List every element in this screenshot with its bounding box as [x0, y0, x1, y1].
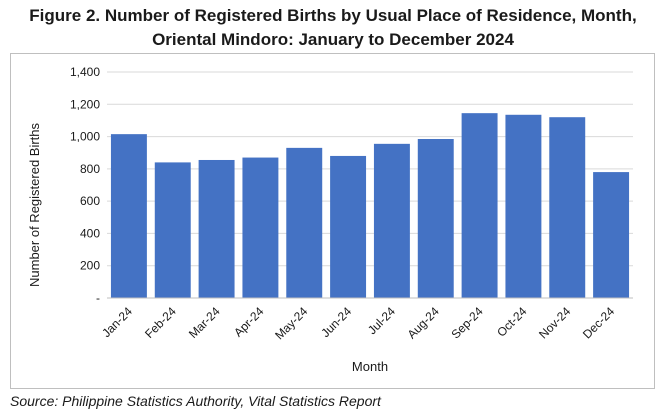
bar-nov-24 — [549, 117, 586, 298]
bar-sep-24 — [461, 113, 498, 298]
y-tick-label: - — [96, 291, 100, 305]
x-tick-label: Sep-24 — [448, 304, 485, 341]
y-axis-title: Number of Registered Births — [27, 122, 42, 287]
x-tick-label: Nov-24 — [536, 304, 573, 341]
chart-frame: - 200 400 600 800 1,000 1,200 1,400 Jan-24 Feb-2… — [10, 53, 655, 389]
chart-title-line-2: Oriental Mindoro: January to December 20… — [152, 30, 514, 49]
y-tick-label: 1,000 — [70, 130, 100, 144]
chart-title: Figure 2. Number of Registered Births by… — [0, 4, 666, 52]
bar-aug-24 — [417, 138, 454, 298]
y-tick-label: 600 — [80, 194, 100, 208]
chart-title-line-1: Figure 2. Number of Registered Births by… — [29, 6, 637, 25]
source-note: Source: Philippine Statistics Authority,… — [10, 393, 381, 409]
y-tick-label: 400 — [80, 226, 100, 240]
x-tick-label: Jan-24 — [99, 304, 135, 340]
x-axis-title: Month — [352, 359, 388, 374]
x-tick-label: Mar-24 — [186, 304, 223, 341]
x-tick-label: Jun-24 — [318, 304, 354, 340]
x-tick-label: May-24 — [272, 304, 310, 342]
bar-oct-24 — [505, 114, 542, 299]
x-tick-label: Dec-24 — [580, 304, 617, 341]
bar-may-24 — [286, 147, 323, 298]
bar-jun-24 — [330, 155, 367, 298]
bar-chart: - 200 400 600 800 1,000 1,200 1,400 Jan-24 Feb-2… — [27, 65, 633, 374]
x-tick-label: Feb-24 — [142, 304, 179, 341]
bar-jan-24 — [110, 134, 147, 298]
bar-mar-24 — [198, 159, 235, 298]
y-tick-label: 1,400 — [70, 65, 100, 79]
x-tick-label: Apr-24 — [231, 304, 267, 340]
bar-apr-24 — [242, 157, 279, 298]
y-tick-label: 1,200 — [70, 97, 100, 111]
x-tick-label: Oct-24 — [494, 304, 530, 340]
bar-feb-24 — [154, 162, 191, 298]
bar-jul-24 — [373, 143, 410, 298]
y-tick-label: 200 — [80, 259, 100, 273]
x-tick-label: Aug-24 — [405, 304, 442, 341]
y-tick-label: 800 — [80, 162, 100, 176]
y-tick-labels: - 200 400 600 800 1,000 1,200 1,400 — [70, 65, 100, 305]
bar-dec-24 — [593, 172, 630, 298]
gridlines — [107, 71, 633, 267]
x-tick-labels: Jan-24 Feb-24 Mar-24 Apr-24 May-24 Jun-24 Jul-… — [99, 304, 617, 342]
bars — [110, 113, 630, 299]
x-tick-label: Jul-24 — [365, 304, 398, 337]
